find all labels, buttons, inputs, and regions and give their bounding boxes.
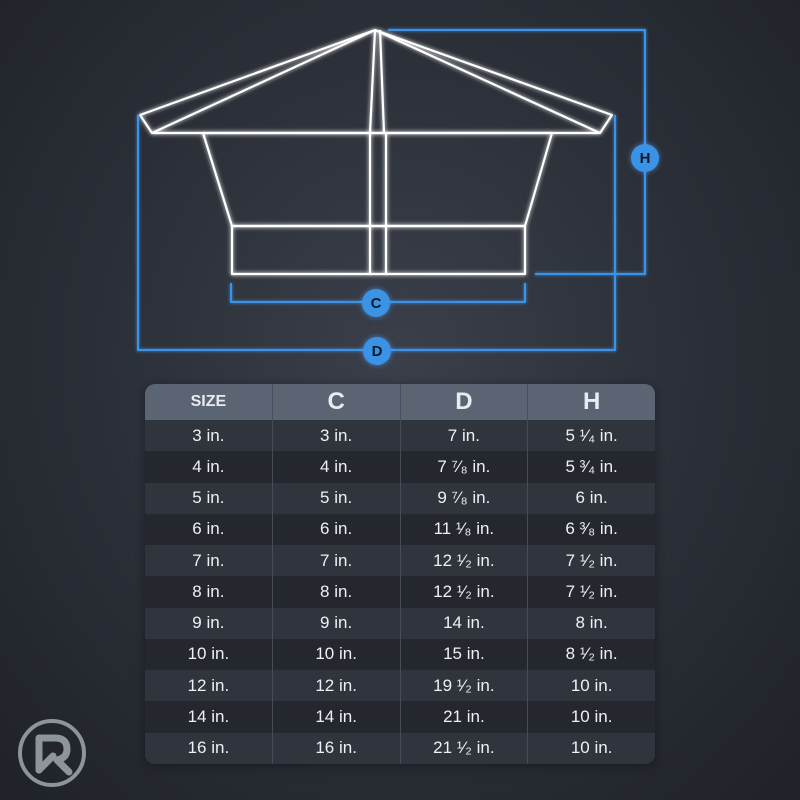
cell-c: 4 in.	[273, 451, 401, 483]
cell-c: 3 in.	[273, 420, 401, 452]
cell-h: 5 ³⁄₄ in.	[565, 456, 618, 476]
cell-h: 7 ¹⁄₂ in.	[565, 550, 618, 570]
table-row: 3 in. 3 in. 7 in. 5 ¹⁄₄ in.	[145, 420, 655, 452]
dimension-label-d: D	[363, 337, 391, 365]
header-d: D	[401, 384, 529, 420]
cell-d: 15 in.	[401, 638, 529, 671]
cell-size: 5 in.	[145, 482, 273, 514]
cell-d: 11 ¹⁄₈ in.	[401, 513, 529, 546]
cell-size: 14 in.	[145, 701, 273, 733]
size-table: SIZE C D H 3 in. 3 in. 7 in. 5 ¹⁄₄ in. 4…	[145, 384, 655, 764]
cell-h: 8 in.	[575, 613, 608, 633]
header-size: SIZE	[145, 384, 273, 420]
cell-c: 10 in.	[273, 638, 401, 671]
dimension-label-c: C	[362, 289, 390, 317]
cell-d: 7 in.	[401, 420, 529, 452]
table-row: 14 in. 14 in. 21 in. 10 in.	[145, 701, 655, 733]
cell-h: 10 in.	[570, 675, 613, 695]
cap-outline	[138, 28, 614, 276]
cell-d: 21 in.	[401, 701, 529, 733]
cell-h: 10 in.	[570, 738, 613, 758]
cell-c: 16 in.	[273, 732, 401, 764]
cell-d: 9 ⁷⁄₈ in.	[401, 482, 529, 514]
table-row: 7 in. 7 in. 12 ¹⁄₂ in. 7 ¹⁄₂ in.	[145, 545, 655, 577]
cell-c: 14 in.	[273, 701, 401, 733]
header-h: H	[582, 388, 601, 415]
header-c: C	[273, 384, 401, 420]
table-row: 9 in. 9 in. 14 in. 8 in.	[145, 607, 655, 639]
cell-size: 12 in.	[145, 670, 273, 702]
cell-h: 6 ³⁄₈ in.	[565, 519, 618, 539]
cell-d: 14 in.	[401, 607, 529, 639]
cell-size: 8 in.	[145, 576, 273, 608]
r-logo-icon	[18, 719, 86, 787]
table-row: 5 in. 5 in. 9 ⁷⁄₈ in. 6 in.	[145, 482, 655, 514]
cell-size: 10 in.	[145, 638, 273, 671]
cell-h: 10 in.	[570, 707, 613, 727]
cell-d: 21 ¹⁄₂ in.	[401, 732, 529, 764]
dimension-label-h: H	[631, 144, 659, 172]
cell-size: 9 in.	[145, 607, 273, 639]
cell-size: 16 in.	[145, 732, 273, 764]
cell-c: 9 in.	[273, 607, 401, 639]
cell-h: 5 ¹⁄₄ in.	[565, 425, 618, 445]
cell-size: 7 in.	[145, 545, 273, 577]
table-row: 4 in. 4 in. 7 ⁷⁄₈ in. 5 ³⁄₄ in.	[145, 451, 655, 483]
table-header: SIZE C D H	[145, 384, 655, 420]
cell-c: 8 in.	[273, 576, 401, 608]
table-row: 8 in. 8 in. 12 ¹⁄₂ in. 7 ¹⁄₂ in.	[145, 576, 655, 608]
cell-c: 7 in.	[273, 545, 401, 577]
cell-h: 8 ¹⁄₂ in.	[565, 644, 618, 664]
chimney-cap-diagram	[137, 28, 646, 351]
table-row: 10 in. 10 in. 15 in. 8 ¹⁄₂ in.	[145, 638, 655, 671]
cell-d: 12 ¹⁄₂ in.	[401, 545, 529, 577]
cell-size: 3 in.	[145, 420, 273, 452]
cell-c: 6 in.	[273, 513, 401, 546]
table-row: 16 in. 16 in. 21 ¹⁄₂ in. 10 in.	[145, 732, 655, 764]
table-row: 12 in. 12 in. 19 ¹⁄₂ in. 10 in.	[145, 670, 655, 702]
cell-c: 12 in.	[273, 670, 401, 702]
table-row: 6 in. 6 in. 11 ¹⁄₈ in. 6 ³⁄₈ in.	[145, 513, 655, 546]
dimension-lines	[137, 29, 646, 351]
cell-c: 5 in.	[273, 482, 401, 514]
cell-d: 12 ¹⁄₂ in.	[401, 576, 529, 608]
cell-d: 7 ⁷⁄₈ in.	[401, 451, 529, 483]
cell-h: 7 ¹⁄₂ in.	[565, 581, 618, 601]
cell-size: 4 in.	[145, 451, 273, 483]
cell-d: 19 ¹⁄₂ in.	[401, 670, 529, 702]
cell-h: 6 in.	[575, 488, 608, 508]
cell-size: 6 in.	[145, 513, 273, 546]
